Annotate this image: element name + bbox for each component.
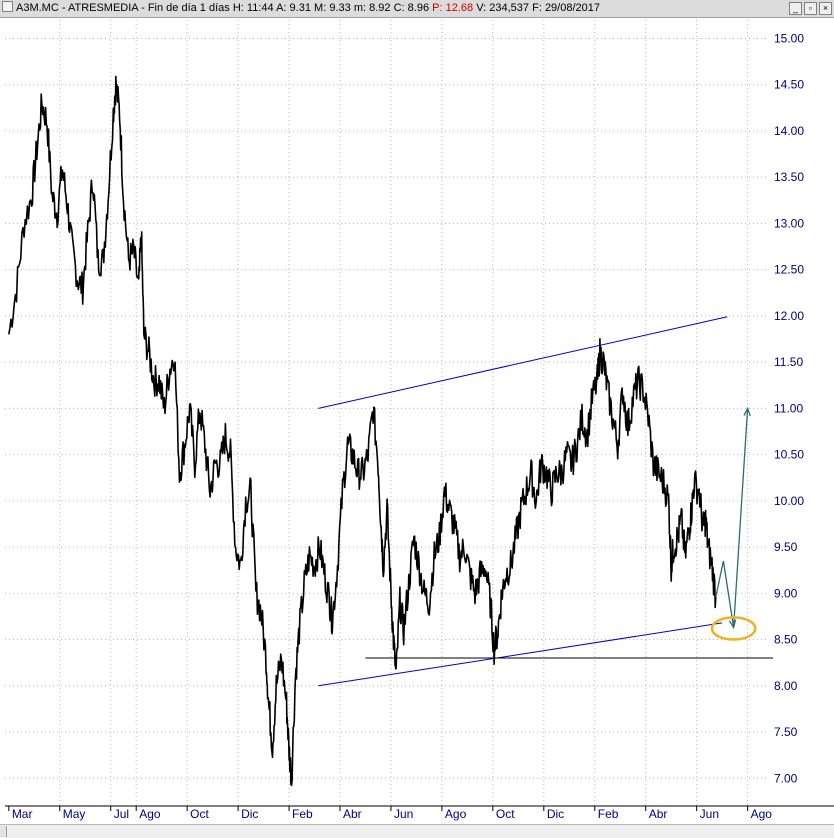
x-tick-label: Jun bbox=[394, 807, 413, 821]
x-tick-label: Oct bbox=[190, 807, 209, 821]
high-label: M: bbox=[314, 2, 327, 14]
y-tick-label: 11.50 bbox=[774, 355, 803, 369]
x-tick-label: Dic bbox=[241, 807, 258, 821]
horizontal-scrollbar[interactable] bbox=[0, 824, 834, 838]
low-label: m: bbox=[353, 2, 367, 14]
per-label: P bbox=[432, 2, 440, 14]
company-name: ATRESMEDIA bbox=[67, 2, 139, 14]
y-tick-label: 12.50 bbox=[774, 263, 804, 277]
symbol-label: A3M.MC bbox=[16, 2, 59, 14]
price-chart[interactable]: 15.00 14.50 14.00 13.50 13.00 12.50 12.00 11.50… bbox=[0, 18, 834, 824]
projection-arrowhead-up bbox=[743, 406, 751, 417]
channel-trendline bbox=[318, 622, 723, 687]
x-tick-label: Ago bbox=[139, 807, 161, 821]
x-tick-label: Dic bbox=[547, 807, 564, 821]
volume-label: V: bbox=[476, 2, 487, 14]
x-tick-label: Ago bbox=[445, 807, 467, 821]
time-label: H: bbox=[232, 2, 244, 14]
y-tick-label: 15.00 bbox=[774, 31, 804, 45]
low-value: 8.92 bbox=[369, 2, 391, 14]
x-tick-label: May bbox=[63, 807, 86, 821]
volume-value: 234,537 bbox=[489, 2, 530, 14]
x-tick-label: Jul bbox=[114, 807, 129, 821]
x-tick-label: Feb bbox=[292, 807, 313, 821]
x-axis: Mar May Jul Ago Oct Dic Feb Abr Jun Ago Oct Dic Feb A… bbox=[5, 805, 834, 821]
projection-arrow-line bbox=[715, 408, 749, 628]
close-value: 8.96 bbox=[407, 2, 430, 14]
y-axis: 15.00 14.50 14.00 13.50 13.00 12.50 12.00 11.50… bbox=[774, 31, 804, 785]
x-tick-label: Feb bbox=[598, 807, 619, 821]
grid bbox=[5, 20, 768, 806]
close-button[interactable]: × bbox=[819, 2, 832, 15]
y-tick-label: 9.00 bbox=[774, 586, 798, 600]
channel-trendline bbox=[318, 316, 728, 409]
x-tick-label: Mar bbox=[12, 807, 33, 821]
close-label: C: bbox=[393, 2, 405, 14]
y-tick-label: 13.50 bbox=[774, 170, 804, 184]
annotation-layer bbox=[710, 616, 757, 641]
scroll-left-button[interactable] bbox=[0, 826, 7, 837]
per-value: 12.68 bbox=[445, 2, 474, 14]
chart-window-icon[interactable] bbox=[2, 1, 13, 12]
open-value: 9.31 bbox=[289, 2, 311, 14]
y-tick-label: 7.00 bbox=[774, 771, 798, 785]
period-label: Fin de día 1 días bbox=[147, 2, 230, 14]
y-tick-label: 14.50 bbox=[774, 78, 804, 92]
highlight-ellipse bbox=[710, 616, 757, 641]
y-tick-label: 11.00 bbox=[774, 401, 803, 415]
window-buttons: _ ▫ × bbox=[787, 2, 832, 19]
projection-arrowhead-down bbox=[728, 619, 737, 630]
y-tick-label: 7.50 bbox=[774, 725, 798, 739]
x-tick-label: Abr bbox=[649, 807, 668, 821]
y-tick-label: 14.00 bbox=[774, 124, 804, 138]
y-tick-label: 8.00 bbox=[774, 679, 798, 693]
date-value: 29/08/2017 bbox=[544, 2, 600, 14]
x-tick-label: Ago bbox=[751, 807, 773, 821]
y-tick-label: 12.00 bbox=[774, 309, 804, 323]
restore-button[interactable]: ▫ bbox=[804, 2, 817, 15]
high-value: 9.33 bbox=[329, 2, 351, 14]
chart-title-bar: A3M.MC - ATRESMEDIA - Fin de día 1 días … bbox=[0, 0, 834, 18]
x-tick-label: Abr bbox=[343, 807, 362, 821]
date-label: F: bbox=[532, 2, 542, 14]
series-layer bbox=[8, 75, 774, 787]
y-tick-label: 10.50 bbox=[774, 448, 804, 462]
minimize-button[interactable]: _ bbox=[789, 2, 802, 15]
price-series-line bbox=[8, 75, 717, 787]
y-tick-label: 8.50 bbox=[774, 633, 798, 647]
open-label: A: bbox=[276, 2, 287, 14]
y-tick-label: 13.00 bbox=[774, 216, 804, 230]
y-tick-label: 9.50 bbox=[774, 540, 798, 554]
x-tick-label: Jun bbox=[700, 807, 719, 821]
x-tick-label: Oct bbox=[496, 807, 515, 821]
y-tick-label: 10.00 bbox=[774, 494, 804, 508]
time-value: 11:44 bbox=[246, 2, 274, 14]
